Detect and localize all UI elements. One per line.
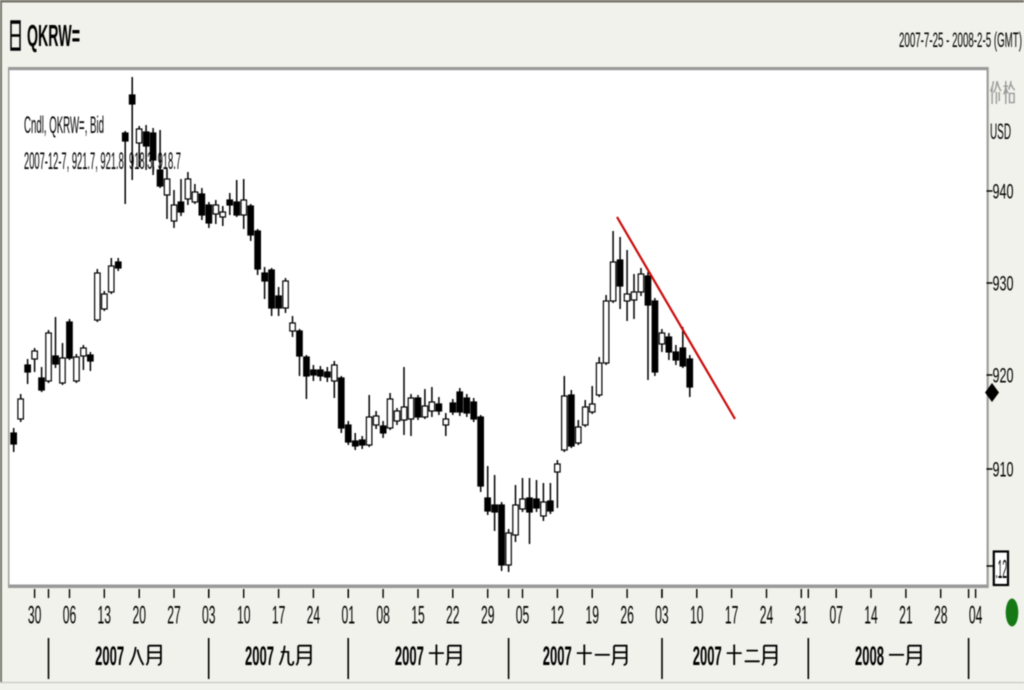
svg-text:2007-7-25 - 2008-2-5 (GMT): 2007-7-25 - 2008-2-5 (GMT) (899, 29, 1022, 52)
svg-text:12: 12 (551, 602, 565, 630)
svg-text:28: 28 (934, 602, 948, 630)
svg-text:.12: .12 (996, 554, 1008, 584)
svg-text:07: 07 (829, 602, 843, 630)
svg-text:20: 20 (132, 602, 146, 630)
svg-text:2007: 2007 (95, 641, 124, 671)
svg-text:2007: 2007 (395, 641, 424, 671)
svg-text:05: 05 (516, 602, 530, 630)
svg-text:24: 24 (760, 602, 774, 630)
svg-text:22: 22 (446, 602, 460, 630)
svg-text:2008: 2008 (855, 641, 884, 671)
svg-text:940: 940 (993, 181, 1014, 204)
svg-text:QKRW=: QKRW= (27, 18, 80, 53)
svg-text:04: 04 (969, 602, 983, 630)
svg-text:19: 19 (585, 602, 599, 630)
svg-text:930: 930 (993, 273, 1014, 296)
svg-text:30: 30 (28, 602, 42, 630)
svg-text:920: 920 (993, 365, 1014, 388)
svg-text:17: 17 (725, 602, 739, 630)
svg-text:10: 10 (237, 602, 251, 630)
svg-text:06: 06 (63, 602, 77, 630)
svg-text:26: 26 (620, 602, 634, 630)
svg-text:10: 10 (690, 602, 704, 630)
svg-text:27: 27 (167, 602, 181, 630)
svg-text:21: 21 (899, 602, 913, 630)
svg-text:14: 14 (864, 602, 878, 630)
svg-text:29: 29 (481, 602, 495, 630)
svg-text:17: 17 (272, 602, 286, 630)
svg-text:13: 13 (98, 602, 112, 630)
svg-text:01: 01 (342, 602, 356, 630)
svg-text:15: 15 (411, 602, 425, 630)
svg-text:2007: 2007 (245, 641, 274, 671)
svg-text:USD: USD (990, 119, 1011, 144)
svg-text:2007: 2007 (543, 641, 572, 671)
svg-text:03: 03 (202, 602, 216, 630)
svg-text:2007: 2007 (693, 641, 722, 671)
svg-text:08: 08 (376, 602, 390, 630)
svg-text:910: 910 (993, 459, 1014, 482)
svg-text:24: 24 (307, 602, 321, 630)
svg-text:Cndl, QKRW=, Bid: Cndl, QKRW=, Bid (24, 112, 104, 139)
svg-text:03: 03 (655, 602, 669, 630)
svg-text:31: 31 (795, 602, 809, 630)
